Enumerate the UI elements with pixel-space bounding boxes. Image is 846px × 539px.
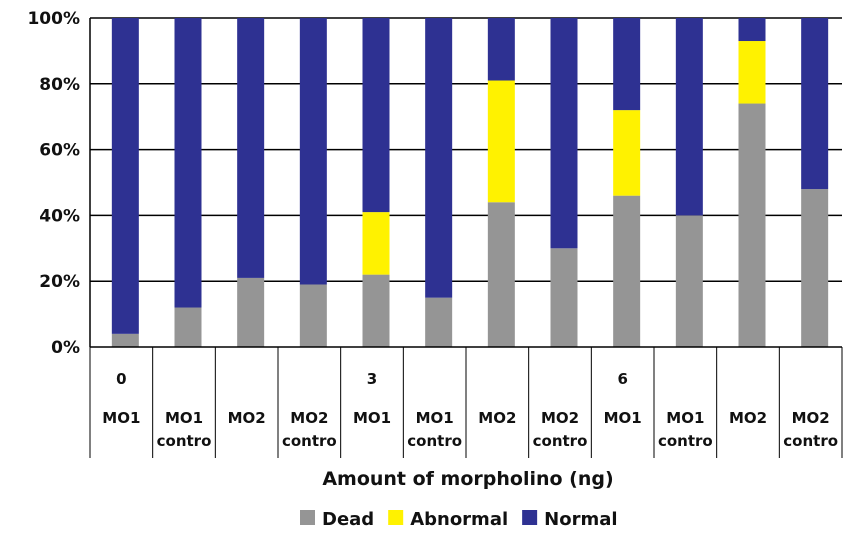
dose-group-label: 3 xyxy=(367,370,377,388)
bar-segment-abnormal xyxy=(487,80,515,203)
bar-segment-dead xyxy=(550,248,578,347)
bar-segment-normal xyxy=(550,18,578,249)
bar-segment-dead xyxy=(675,215,703,347)
bar-segment-normal xyxy=(738,18,766,42)
x-category-label: MO1 xyxy=(102,409,140,427)
bar-segment-normal xyxy=(174,18,202,308)
x-category-label: MO2 xyxy=(228,409,266,427)
y-tick-label: 20% xyxy=(39,272,80,292)
x-category-sublabel: contro xyxy=(407,432,462,450)
bar-segment-normal xyxy=(487,18,515,81)
bar-segment-abnormal xyxy=(613,110,641,196)
x-axis-title: Amount of morpholino (ng) xyxy=(322,468,613,490)
y-tick-label: 40% xyxy=(39,206,80,226)
bar-segment-normal xyxy=(237,18,265,278)
bars xyxy=(111,18,829,347)
y-tick-labels: 0% 20% 40% 60% 80% 100% xyxy=(27,9,80,358)
y-tick-label: 0% xyxy=(51,338,80,358)
bar-segment-abnormal xyxy=(738,41,766,104)
bar-segment-normal xyxy=(425,18,453,298)
x-category-label: MO1 xyxy=(165,409,203,427)
x-category-sublabel: contro xyxy=(282,432,337,450)
legend-swatch-dead xyxy=(300,510,315,525)
bar-segment-normal xyxy=(801,18,829,190)
x-category-label: MO1 xyxy=(353,409,391,427)
x-category-label: MO2 xyxy=(792,409,830,427)
x-category-label: MO2 xyxy=(729,409,767,427)
bar-segment-normal xyxy=(362,18,390,213)
legend-label-normal: Normal xyxy=(544,509,617,530)
legend-label-abnormal: Abnormal xyxy=(410,509,508,530)
x-category-label: MO1 xyxy=(416,409,454,427)
bar-segment-dead xyxy=(111,333,139,347)
y-tick-label: 100% xyxy=(27,9,80,29)
axes xyxy=(89,18,843,458)
y-tick-label: 60% xyxy=(39,141,80,161)
legend-swatch-abnormal xyxy=(388,510,404,525)
bar-segment-dead xyxy=(613,195,641,347)
bar-segment-abnormal xyxy=(362,212,390,275)
bar-segment-dead xyxy=(487,202,515,347)
x-category-label: MO2 xyxy=(478,409,516,427)
x-category-label: MO2 xyxy=(290,409,328,427)
bar-segment-dead xyxy=(237,277,265,347)
gridlines xyxy=(90,17,842,282)
bar-segment-normal xyxy=(111,18,139,334)
bar-segment-normal xyxy=(675,18,703,216)
bar-segment-dead xyxy=(738,103,766,347)
x-category-sublabel: contro xyxy=(157,432,212,450)
legend: Dead Abnormal Normal xyxy=(300,509,618,530)
x-category-sublabel: contro xyxy=(533,432,588,450)
bar-segment-dead xyxy=(362,274,390,347)
legend-swatch-normal xyxy=(522,510,538,525)
y-tick-label: 80% xyxy=(39,75,80,95)
x-category-label: MO1 xyxy=(604,409,642,427)
bar-segment-normal xyxy=(613,18,641,111)
x-category-label: MO1 xyxy=(666,409,704,427)
dose-group-label: 0 xyxy=(116,370,126,388)
bar-segment-normal xyxy=(299,18,327,285)
x-category-sublabel: contro xyxy=(658,432,713,450)
x-category-label: MO2 xyxy=(541,409,579,427)
bar-segment-dead xyxy=(174,307,202,347)
bar-segment-dead xyxy=(425,297,453,347)
bar-segment-dead xyxy=(299,284,327,347)
bar-segment-dead xyxy=(801,189,829,347)
x-category-labels: MO1 MO1 contro MO2 MO2 contro MO1 MO1 contro MO2 M… xyxy=(102,370,838,450)
dose-group-label: 6 xyxy=(617,370,627,388)
x-category-sublabel: contro xyxy=(783,432,838,450)
legend-label-dead: Dead xyxy=(322,509,374,530)
